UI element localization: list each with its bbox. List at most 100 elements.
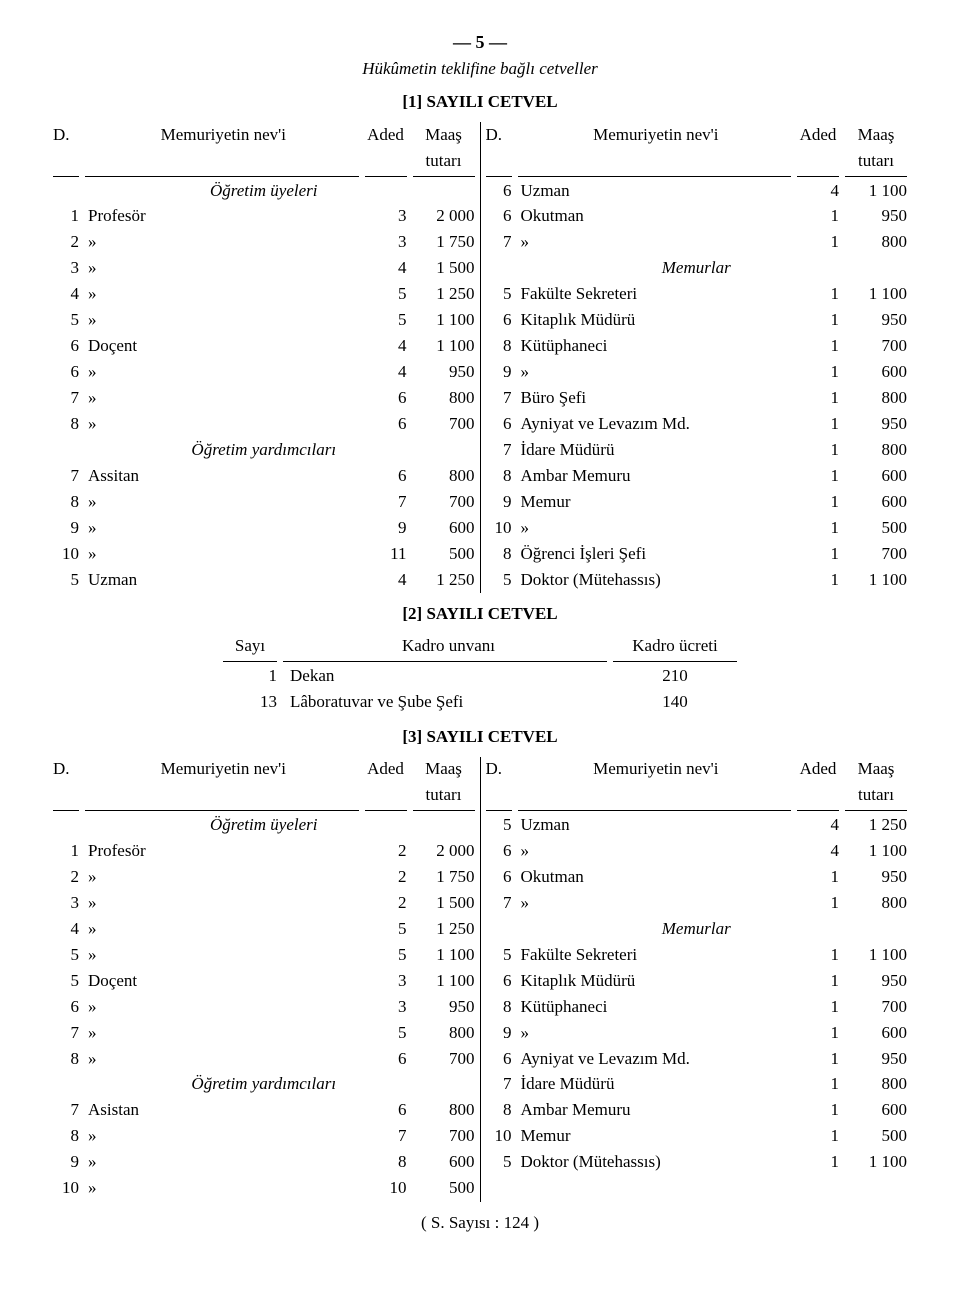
cell-d: 6	[483, 839, 515, 865]
table-row: 7Assitan6800	[50, 463, 478, 489]
table-row: 8Kütüphaneci1700	[483, 334, 911, 360]
cell-nev: Ambar Memuru	[515, 463, 795, 489]
cell-maas: 600	[842, 463, 910, 489]
cell-nev: »	[82, 282, 362, 308]
cell-maas: 700	[842, 541, 910, 567]
cell-d: 6	[483, 178, 515, 204]
cell-maas: 500	[842, 1124, 910, 1150]
cell-aded: 1	[794, 1098, 842, 1124]
cetvel2-table: Sayı Kadro unvanı Kadro ücreti 1Dekan210…	[220, 634, 740, 716]
cell-maas: 700	[410, 1046, 478, 1072]
table-row: 9»9600	[50, 515, 478, 541]
cell-aded: 1	[794, 968, 842, 994]
table-row: 5»51 100	[50, 942, 478, 968]
cell-aded: 3	[362, 968, 410, 994]
cell-nev: »	[82, 994, 362, 1020]
cell-nev: Assitan	[82, 463, 362, 489]
hdr-tutari: tutarı	[410, 148, 478, 174]
cell-aded: 11	[362, 541, 410, 567]
cell-nev: »	[82, 864, 362, 890]
cell-nev: »	[82, 942, 362, 968]
table-row: 1Profesör22 000	[50, 839, 478, 865]
cell-aded: 4	[362, 256, 410, 282]
cell-aded: 2	[362, 890, 410, 916]
table-row: 8Ambar Memuru1600	[483, 1098, 911, 1124]
table-row: 7Büro Şefi1800	[483, 386, 911, 412]
cell-maas: 700	[410, 489, 478, 515]
cell-maas: 1 100	[842, 1150, 910, 1176]
table-row: 10Memur1500	[483, 1124, 911, 1150]
cell-d: 7	[483, 386, 515, 412]
cell-d: 5	[483, 813, 515, 839]
cell-nev: Öğrenci İşleri Şefi	[515, 541, 795, 567]
cell-d: 9	[483, 1020, 515, 1046]
cell-d: 7	[50, 1020, 82, 1046]
cell-d: 6	[50, 360, 82, 386]
table-row: 7»6800	[50, 386, 478, 412]
cell-maas: 950	[842, 204, 910, 230]
cell-nev: Kütüphaneci	[515, 994, 795, 1020]
cell-aded: 1	[794, 541, 842, 567]
cell-d: 3	[50, 256, 82, 282]
cell-maas: 600	[842, 1098, 910, 1124]
cell-d: 8	[50, 411, 82, 437]
cell-aded: 1	[794, 1072, 842, 1098]
table-row: 6Ayniyat ve Levazım Md.1950	[483, 1046, 911, 1072]
cell-aded: 1	[794, 360, 842, 386]
cell-maas: 700	[842, 994, 910, 1020]
cell-aded: 5	[362, 1020, 410, 1046]
cell-d: 6	[483, 308, 515, 334]
cell-nev: »	[82, 256, 362, 282]
cell-d: 5	[483, 282, 515, 308]
cell-maas: 2 000	[410, 839, 478, 865]
header-subtitle: Hükûmetin teklifine bağlı cetveller	[50, 58, 910, 81]
cell-maas: 1 100	[842, 282, 910, 308]
cell-maas: 950	[842, 968, 910, 994]
cell-d: 6	[483, 204, 515, 230]
cell-nev: Doçent	[82, 968, 362, 994]
cell-aded: 4	[794, 839, 842, 865]
cell-aded: 4	[362, 360, 410, 386]
cell-maas: 950	[410, 994, 478, 1020]
cell-maas: 600	[842, 489, 910, 515]
cell-aded: 1	[794, 567, 842, 593]
cell-d: 6	[483, 968, 515, 994]
cell-nev: Ayniyat ve Levazım Md.	[515, 1046, 795, 1072]
table-row: 5»51 100	[50, 308, 478, 334]
cell-aded: 1	[794, 890, 842, 916]
cell-aded: 4	[362, 567, 410, 593]
cell-aded: 1	[794, 1046, 842, 1072]
cell-maas: 1 100	[410, 308, 478, 334]
table-row: 6Kitaplık Müdürü1950	[483, 308, 911, 334]
cell-d: 5	[50, 968, 82, 994]
cell-nev: »	[515, 360, 795, 386]
table-row: 5Fakülte Sekreteri11 100	[483, 942, 911, 968]
hdr-tutari: tutarı	[842, 783, 910, 809]
cell-aded: 7	[362, 1124, 410, 1150]
hdr-maas: Maaş	[842, 122, 910, 148]
cell-nev: »	[82, 1150, 362, 1176]
cell-maas: 950	[410, 360, 478, 386]
cell-nev: Doktor (Mütehassıs)	[515, 1150, 795, 1176]
cell-d: 7	[50, 1098, 82, 1124]
cell-maas: 1 100	[410, 968, 478, 994]
cell-aded: 5	[362, 282, 410, 308]
cell-nev: Doktor (Mütehassıs)	[515, 567, 795, 593]
cell-d: 7	[483, 437, 515, 463]
table-row: 7»5800	[50, 1020, 478, 1046]
cell-maas: 800	[842, 386, 910, 412]
cell-d: 8	[483, 463, 515, 489]
table-row: 9»1600	[483, 1020, 911, 1046]
table-row: 6Uzman41 100	[483, 178, 911, 204]
cell-nev: Kütüphaneci	[515, 334, 795, 360]
cell-d: 9	[50, 1150, 82, 1176]
hdr-aded: Aded	[794, 122, 842, 174]
table-row: 5Doktor (Mütehassıs)11 100	[483, 1150, 911, 1176]
table-row: 9Memur1600	[483, 489, 911, 515]
cell-aded: 1	[794, 437, 842, 463]
cell-d: 5	[483, 1150, 515, 1176]
cell-aded: 7	[362, 489, 410, 515]
cell-nev: Memur	[515, 1124, 795, 1150]
cell-nev: »	[82, 1046, 362, 1072]
cell-d: 4	[50, 282, 82, 308]
